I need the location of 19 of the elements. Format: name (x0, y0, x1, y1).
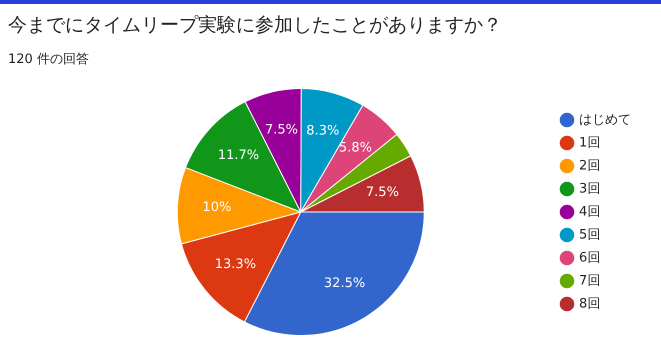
data-label: 8.3% (306, 123, 340, 138)
data-label: 32.5% (324, 276, 366, 292)
legend-label: 1回 (579, 135, 600, 150)
legend-label: 4回 (579, 204, 600, 220)
data-label: 11.7% (218, 148, 260, 164)
legend-label: はじめて (579, 112, 631, 128)
data-label: 7.5% (264, 122, 298, 138)
data-label: 13.3% (214, 257, 256, 272)
legend-label: 3回 (579, 181, 600, 196)
legend-label: 2回 (579, 158, 600, 174)
legend-label: 7回 (579, 273, 600, 288)
data-label: 7.5% (366, 184, 399, 200)
data-label: 10% (202, 200, 232, 215)
data-label: 5.8% (338, 140, 372, 156)
legend-label: 8回 (579, 296, 600, 312)
text: 120 件の回答 (8, 51, 89, 68)
legend-label: 5回 (579, 227, 600, 242)
legend-label: 6回 (579, 250, 600, 266)
chart-title: 今までにタイムリープ実験に参加したことがありますか？ (8, 13, 502, 38)
